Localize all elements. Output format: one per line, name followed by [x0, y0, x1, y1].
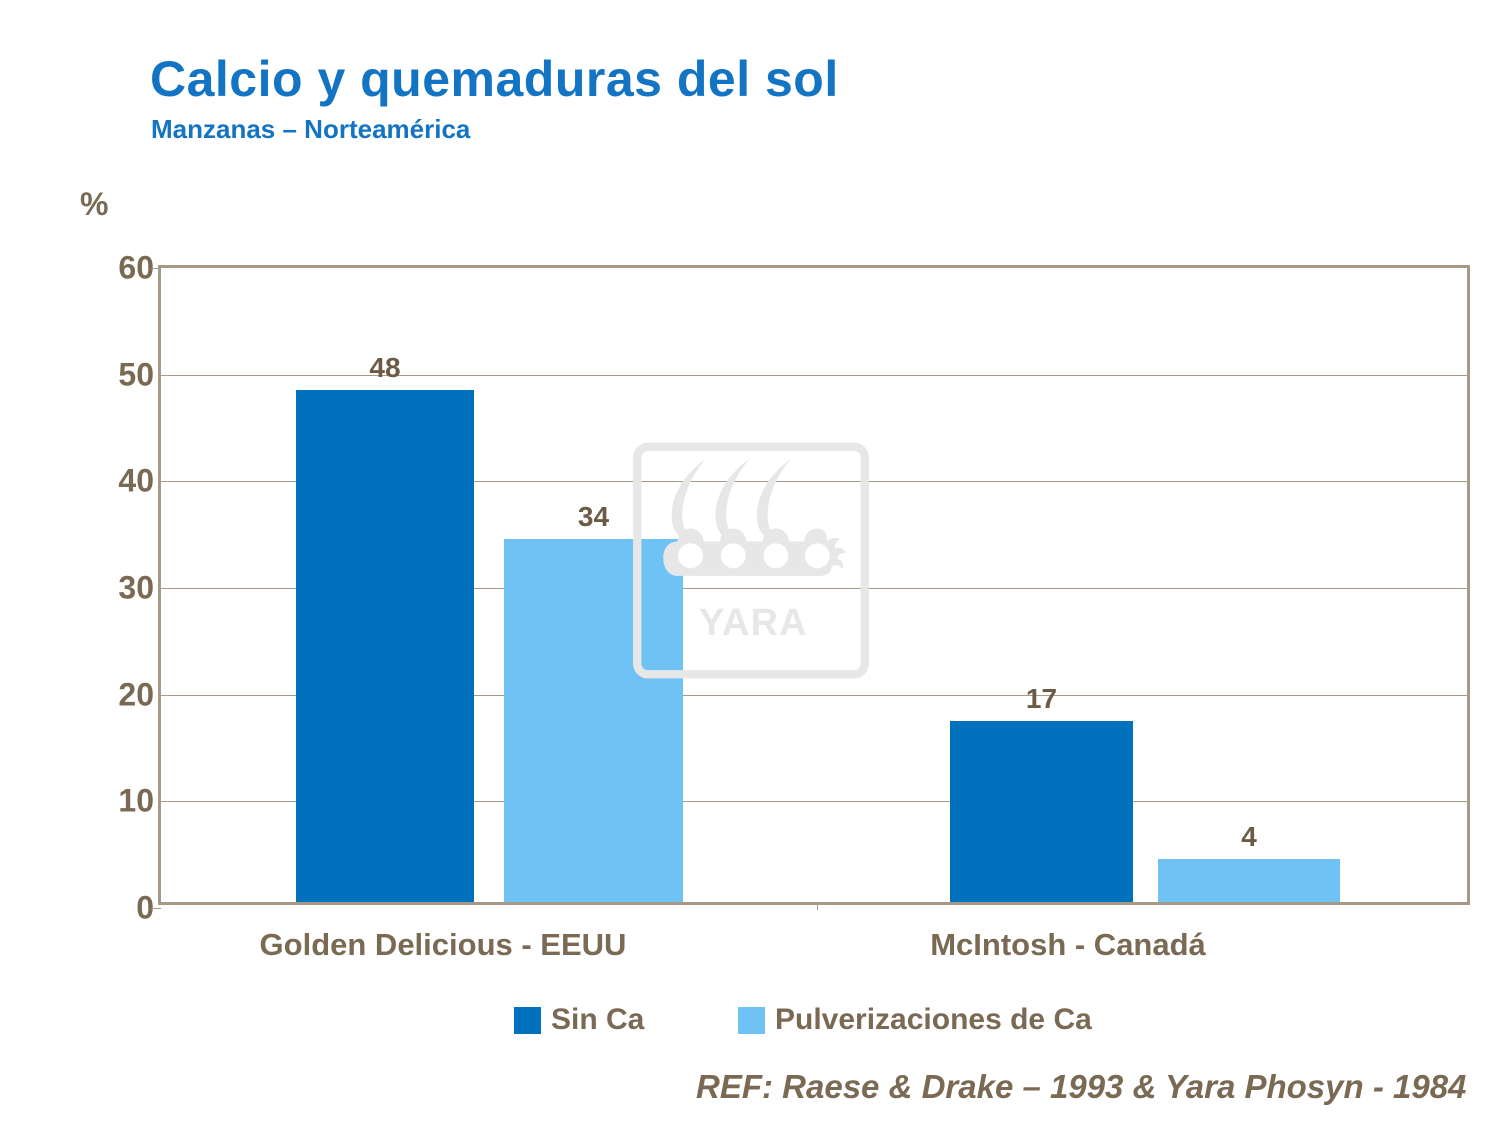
- svg-text:YARA: YARA: [699, 602, 808, 644]
